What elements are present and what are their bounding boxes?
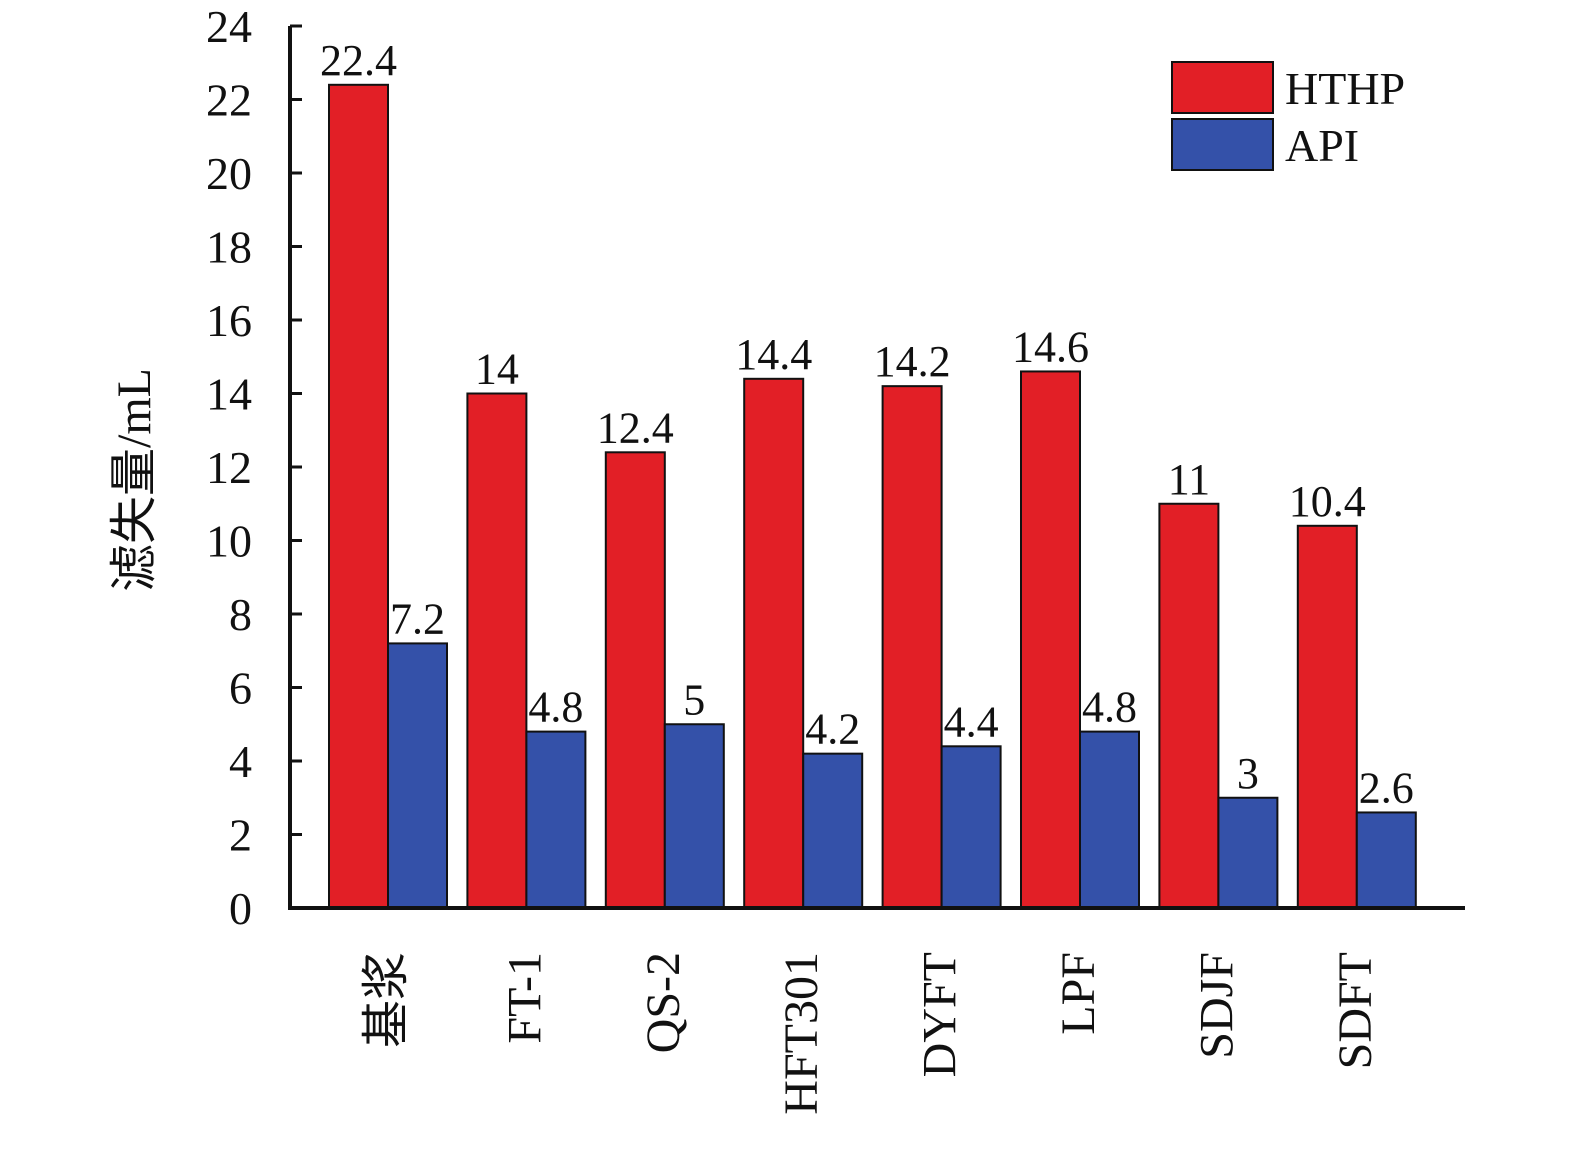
bar-hthp: [604, 451, 666, 909]
y-tick-label: 14: [206, 369, 252, 420]
bar-value-label: 22.4: [320, 36, 397, 85]
bar-api: [663, 723, 725, 909]
x-axis-categories: 基浆 FT-1 QS-2 HFT301 DYFT LPF SDJF SDFT: [360, 952, 1382, 1115]
y-tick-label: 20: [206, 148, 252, 199]
bars: [328, 83, 1417, 910]
y-axis-title: 滤失量/mL: [108, 368, 161, 592]
legend-label-hthp: HTHP: [1285, 63, 1405, 114]
bar-value-label: 4.8: [528, 683, 583, 732]
bar-value-label: 3: [1237, 749, 1259, 798]
bar-hthp: [328, 83, 389, 910]
x-category-label: FT-1: [498, 952, 551, 1044]
bar-api: [802, 752, 864, 910]
x-category-label: SDFT: [1329, 952, 1382, 1069]
bar-value-label: 12.4: [597, 403, 674, 452]
y-tick-label: 16: [206, 295, 252, 346]
legend: HTHP API: [1171, 61, 1405, 171]
bar-hthp: [1020, 370, 1081, 909]
y-tick-label: 10: [206, 516, 252, 567]
bar-value-label: 5: [683, 675, 705, 724]
legend-label-api: API: [1285, 120, 1359, 171]
y-tick-label: 18: [206, 222, 252, 273]
y-tick-label: 6: [229, 663, 252, 714]
bar-value-label: 10.4: [1289, 477, 1366, 526]
bar-value-label: 14.6: [1012, 322, 1089, 371]
bar-api: [940, 745, 1002, 909]
bar-value-label: 4.8: [1082, 683, 1137, 732]
bar-value-label: 4.2: [805, 705, 860, 754]
y-tick-label: 12: [206, 442, 252, 493]
bar-value-label: 2.6: [1359, 763, 1414, 812]
y-tick-label: 4: [229, 736, 252, 787]
bar-hthp: [466, 392, 528, 909]
bar-hthp: [1158, 502, 1220, 909]
bar-value-label: 14.4: [735, 330, 812, 379]
bar-api: [1217, 796, 1279, 909]
bar-api: [525, 730, 587, 909]
bar-hthp: [743, 377, 805, 909]
x-category-label: DYFT: [914, 952, 967, 1077]
bar-api: [387, 642, 448, 910]
bar-value-label: 7.2: [390, 594, 445, 643]
x-category-label: SDJF: [1190, 952, 1243, 1059]
bar-hthp: [881, 385, 943, 909]
bar-api: [1355, 811, 1417, 910]
legend-swatch-hthp: [1171, 61, 1274, 114]
x-category-label: 基浆: [360, 952, 413, 1048]
bar-api: [1079, 730, 1140, 909]
y-tick-label: 24: [206, 1, 252, 52]
bar-value-label: 14: [475, 345, 519, 394]
y-tick-label: 22: [206, 75, 252, 126]
legend-swatch-api: [1171, 118, 1274, 171]
x-category-label: LPF: [1052, 952, 1105, 1035]
bar-value-label: 4.4: [944, 697, 999, 746]
bar-hthp: [1296, 524, 1358, 909]
bar-value-label: 11: [1168, 455, 1210, 504]
bar-value-label: 14.2: [874, 337, 951, 386]
y-tick-label: 8: [229, 589, 252, 640]
x-category-label: QS-2: [637, 952, 690, 1053]
x-category-label: HFT301: [775, 952, 828, 1115]
y-tick-label: 2: [229, 810, 252, 861]
data-labels: 22.4 7.2 14 4.8 12.4 5 14.4 4.2 14.2 4.4 14.6 4.8 11…: [320, 36, 1414, 813]
y-tick-label: 0: [229, 883, 252, 934]
